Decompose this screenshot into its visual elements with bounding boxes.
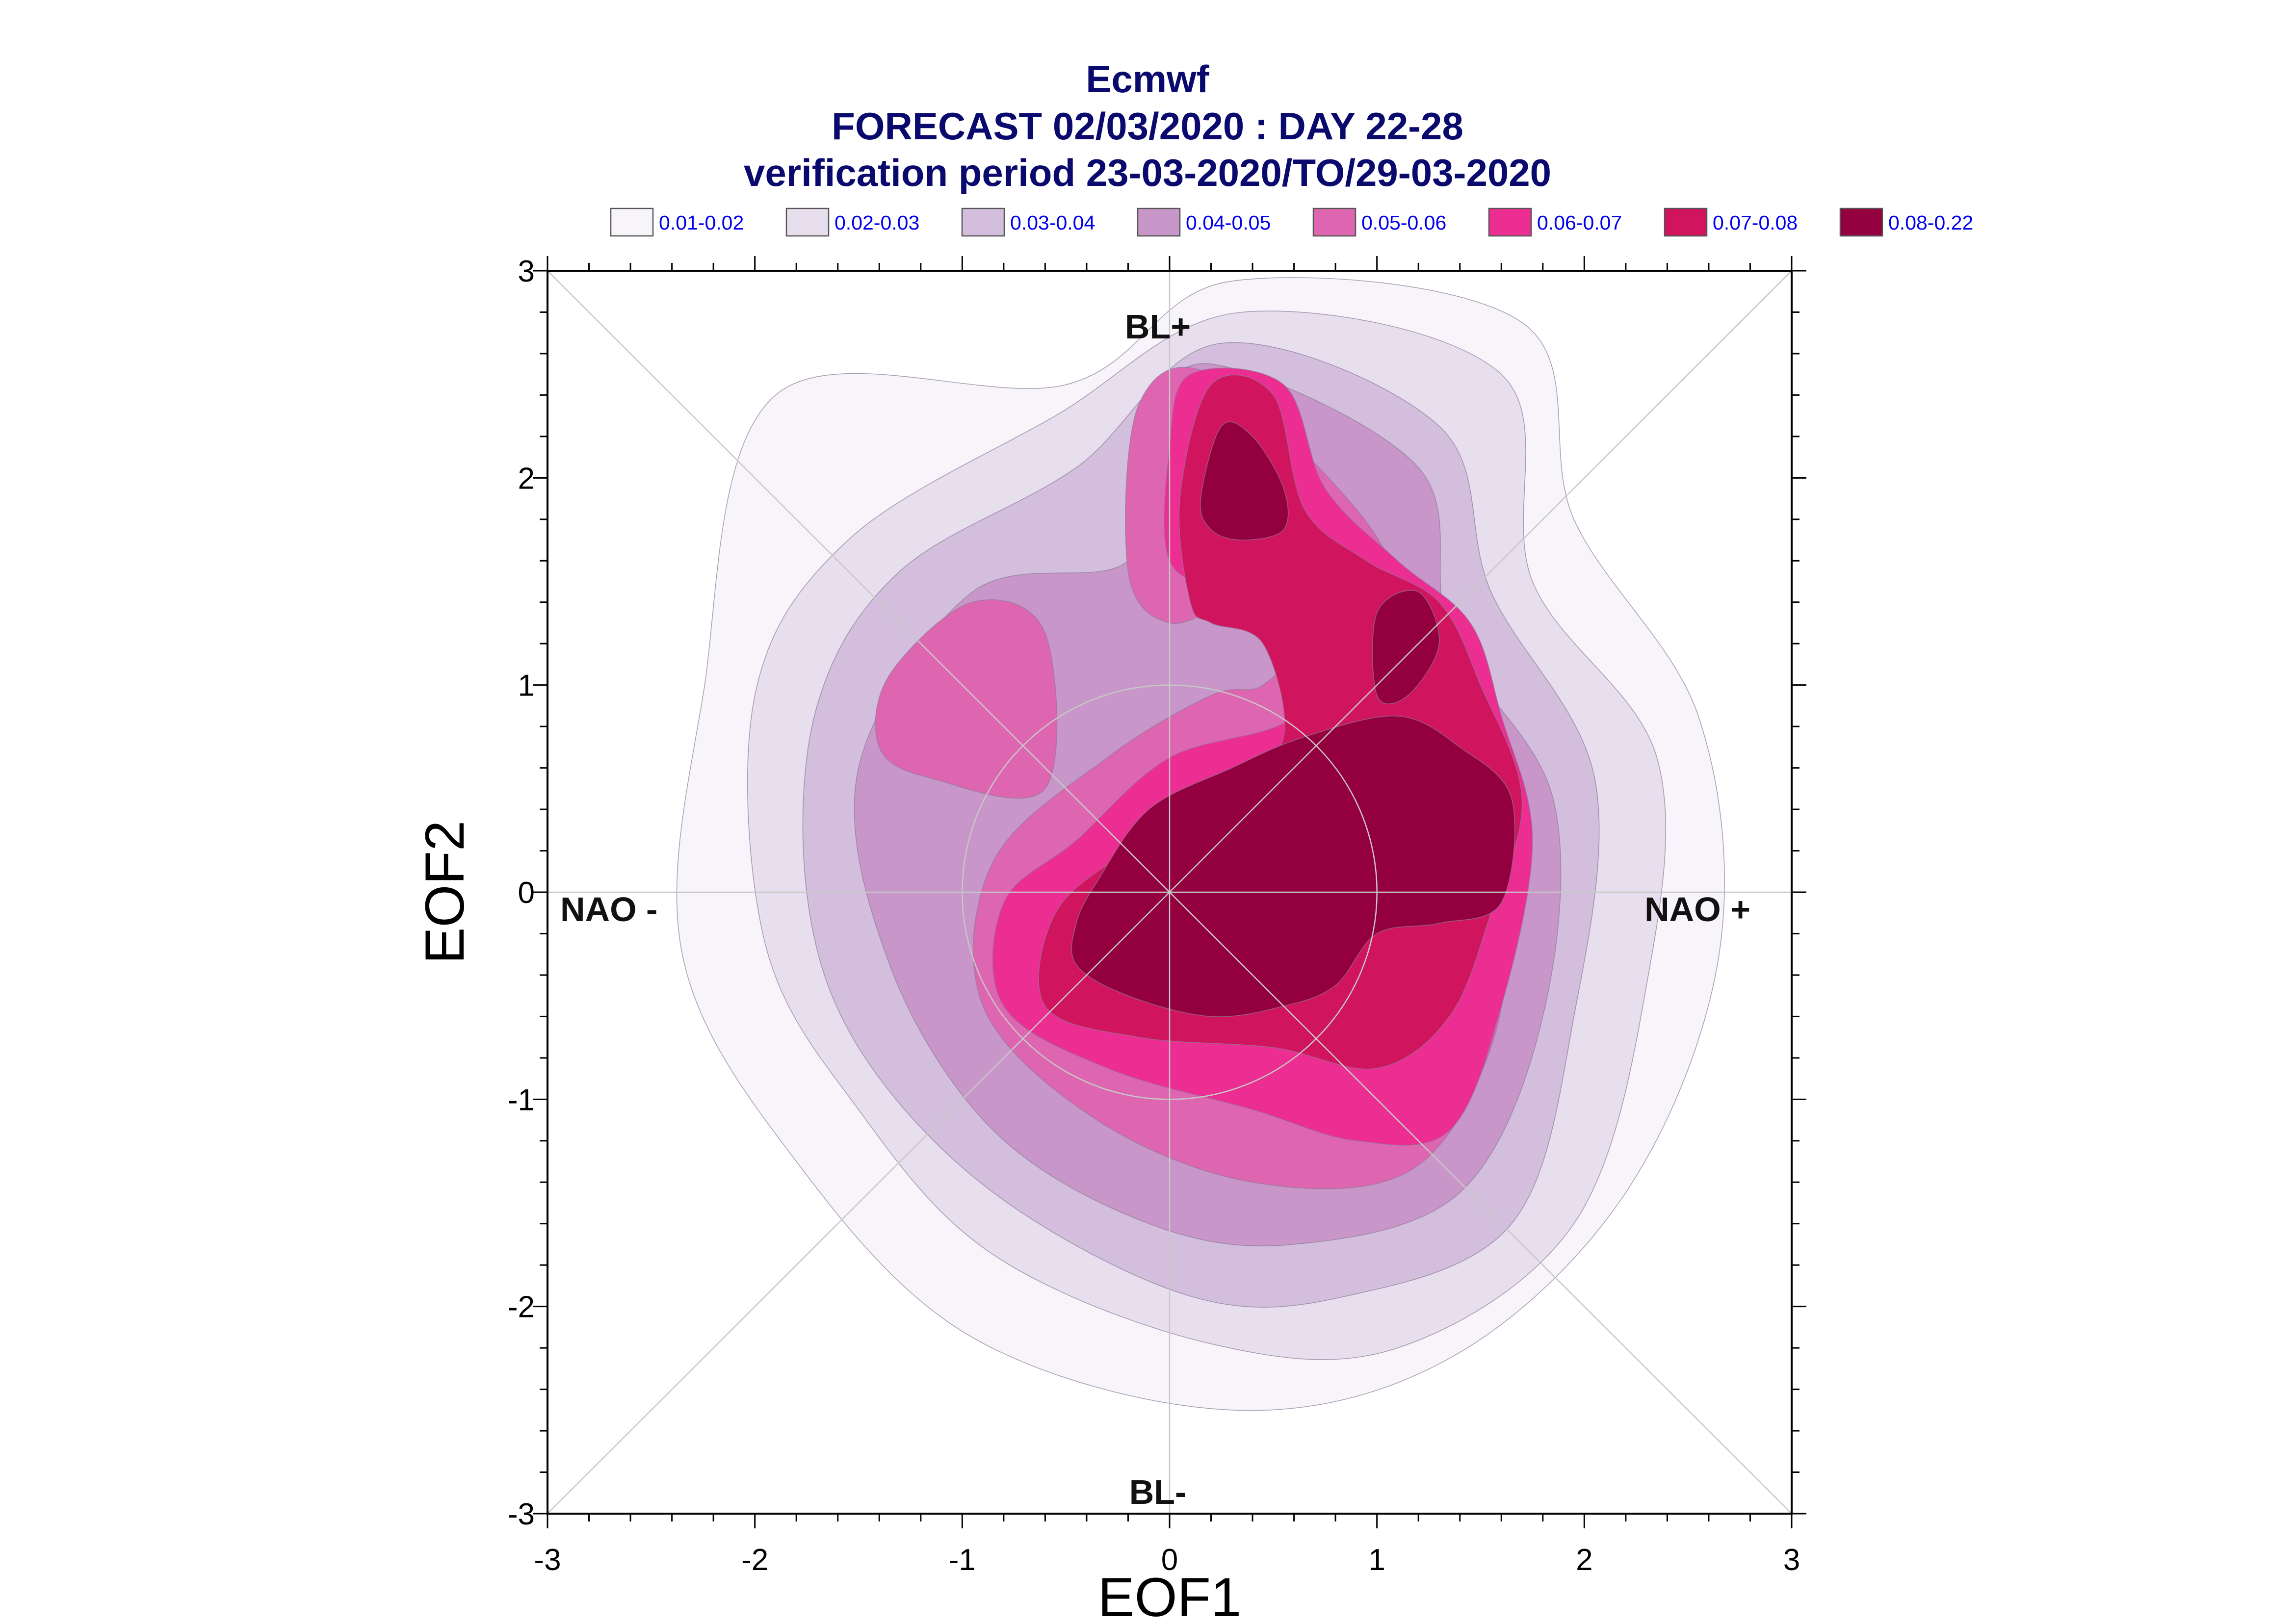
annotation-bl-plus: BL+ (1125, 308, 1191, 346)
y-tick-label: -1 (508, 1083, 535, 1117)
legend-swatch (1312, 207, 1356, 237)
legend-swatch (1664, 207, 1708, 237)
legend-label: 0.01-0.02 (659, 211, 744, 234)
x-tick-label: 0 (1161, 1543, 1178, 1577)
legend-label: 0.07-0.08 (1713, 211, 1798, 234)
x-tick-label: -2 (741, 1543, 768, 1577)
y-tick-label: 0 (518, 876, 535, 910)
legend-swatch (961, 207, 1005, 237)
x-tick-label: -3 (534, 1543, 561, 1577)
legend-label: 0.03-0.04 (1010, 211, 1095, 234)
legend-label: 0.02-0.03 (835, 211, 919, 234)
contour-layer (676, 277, 1725, 1411)
legend-swatch (785, 207, 830, 237)
legend: 0.01-0.02 0.02-0.03 0.03-0.04 0.04-0.05 0.05… (610, 207, 1973, 237)
x-tick-label: 2 (1576, 1543, 1592, 1577)
y-axis-label: EOF2 (414, 821, 475, 964)
y-tick-label: -2 (508, 1290, 535, 1324)
legend-swatch (1488, 207, 1532, 237)
reference-circle (962, 684, 1378, 1100)
contour-band-0.08-0.22-2 (1071, 715, 1515, 1017)
contour-band-0.08-0.22-0 (1200, 421, 1289, 541)
legend-label: 0.06-0.07 (1537, 211, 1622, 234)
annotation-nao-plus: NAO + (1644, 890, 1750, 928)
y-tick-label: 1 (518, 669, 535, 703)
legend-label: 0.05-0.06 (1361, 211, 1446, 234)
contour-band-0.05-0.06-1 (875, 599, 1058, 799)
y-tick-label: -3 (508, 1497, 535, 1531)
legend-swatch (1137, 207, 1181, 237)
chart-title-line1: Ecmwf (1086, 57, 1209, 101)
y-tick-label: 2 (518, 462, 535, 495)
x-tick-label: 3 (1783, 1543, 1800, 1577)
annotation-bl-minus: BL- (1129, 1473, 1187, 1511)
y-tick-label: 3 (518, 255, 535, 288)
x-tick-label: -1 (949, 1543, 976, 1577)
x-tick-label: 1 (1368, 1543, 1385, 1577)
contour-band-0.08-0.22-1 (1372, 590, 1440, 704)
axes: -3 -2 -1 0 1 2 3 -3 -2 -1 0 1 2 3 EOF1 EOF2 (414, 255, 1806, 1624)
guide-lines (547, 270, 1792, 1514)
chart-title-line2: FORECAST 02/03/2020 : DAY 22-28 (832, 104, 1463, 148)
legend-swatch (1839, 207, 1883, 237)
legend-label: 0.08-0.22 (1888, 211, 1973, 234)
annotations: BL+ BL- NAO - NAO + (560, 308, 1750, 1511)
x-axis-label: EOF1 (1098, 1567, 1242, 1624)
legend-label: 0.04-0.05 (1186, 211, 1271, 234)
legend-swatch (610, 207, 654, 237)
annotation-nao-minus: NAO - (560, 890, 657, 928)
chart-title-line3: verification period 23-03-2020/TO/29-03-… (743, 151, 1552, 194)
